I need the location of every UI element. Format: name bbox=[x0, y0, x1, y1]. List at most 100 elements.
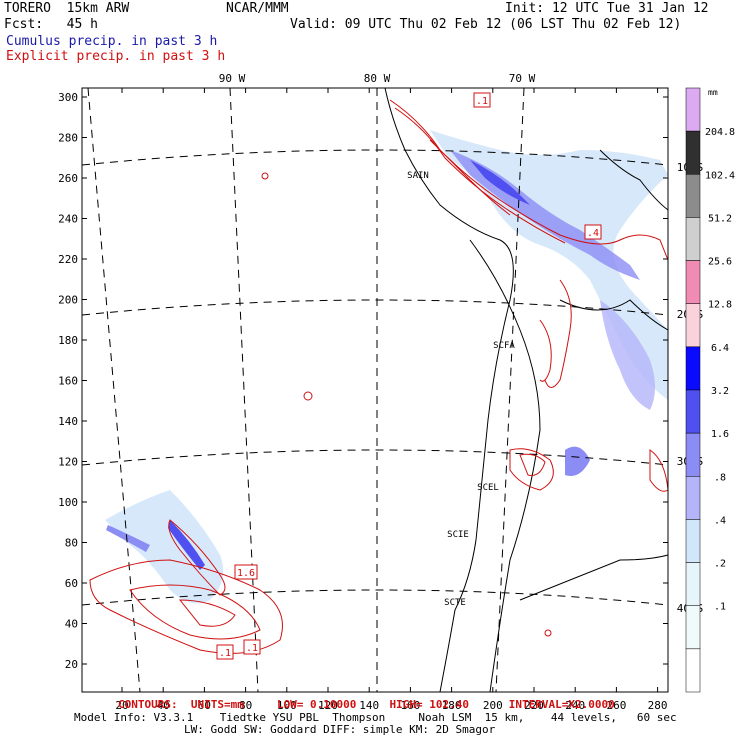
y-tick-label: 20 bbox=[65, 658, 78, 671]
x-tick-label: 60 bbox=[198, 699, 211, 712]
model-title: TORERO 15km ARW bbox=[4, 1, 130, 16]
contour-label: 1.6 bbox=[237, 568, 255, 579]
explicit-field-label: Explicit precip. in past 3 h bbox=[6, 49, 226, 64]
colorbar-swatch bbox=[685, 174, 701, 218]
contour-label-box bbox=[243, 639, 261, 655]
lat-line-40s bbox=[81, 589, 669, 606]
shade-sw bbox=[105, 490, 224, 604]
y-tick-label: 40 bbox=[65, 618, 78, 631]
contour-sw-3 bbox=[168, 519, 226, 596]
shade-north-deep bbox=[470, 160, 530, 205]
model-info: Model Info: V3.3.1 Tiedtke YSU PBL Thomp… bbox=[74, 711, 677, 724]
x-tick-label: 160 bbox=[400, 699, 420, 712]
colorbar-unit: mm bbox=[708, 88, 718, 97]
border-south bbox=[519, 554, 669, 601]
lon-label: 80 W bbox=[364, 72, 391, 85]
stations: SAIN SCFA SCEL SCIE SCTE bbox=[407, 171, 515, 608]
shade-sw-core bbox=[168, 520, 205, 570]
colorbar-swatch bbox=[685, 260, 701, 304]
colorbar-label: 204.8 bbox=[705, 127, 735, 138]
contour-label-box bbox=[473, 92, 491, 108]
colorbar-swatch bbox=[685, 605, 701, 650]
contour-label-box bbox=[216, 644, 234, 660]
shade-sw-west bbox=[106, 525, 150, 552]
org-label: NCAR/MMM bbox=[226, 1, 289, 16]
contour-labels: .1 .4 1.6 .1 .1 bbox=[216, 92, 602, 660]
colorbar-swatch bbox=[685, 389, 701, 434]
colorbar-swatch bbox=[685, 346, 701, 391]
y-tick-label: 260 bbox=[58, 172, 78, 185]
lon-line-90w bbox=[229, 87, 259, 693]
lon-line-70w bbox=[495, 87, 525, 693]
x-tick-label: 100 bbox=[277, 699, 297, 712]
colorbar-swatch bbox=[685, 562, 701, 606]
contour-sw-1 bbox=[89, 559, 283, 654]
contour-mid bbox=[509, 448, 554, 491]
contour-blob-3 bbox=[544, 629, 552, 637]
explicit-contours bbox=[89, 99, 669, 654]
coast-inland bbox=[469, 239, 541, 693]
lon-label: 90 W bbox=[219, 72, 246, 85]
contour-chain-2 bbox=[539, 319, 552, 382]
colorbar-swatch bbox=[685, 476, 701, 520]
x-tick-label: 260 bbox=[606, 699, 626, 712]
valid-time: Valid: 09 UTC Thu 02 Feb 12 (06 LST Thu … bbox=[290, 17, 682, 32]
coastline bbox=[384, 87, 669, 693]
y-tick-label: 200 bbox=[58, 294, 78, 307]
x-tick-label: 180 bbox=[442, 699, 462, 712]
coast-west bbox=[384, 87, 514, 693]
colorbar-label: .4 bbox=[714, 515, 726, 526]
colorbar-swatch bbox=[685, 432, 701, 477]
y-tick-label: 300 bbox=[58, 91, 78, 104]
contour-mid-2 bbox=[519, 453, 546, 476]
cumulus-shading bbox=[105, 130, 668, 604]
shade-mid bbox=[565, 446, 590, 476]
x-tick-label: 120 bbox=[318, 699, 338, 712]
border-ne bbox=[599, 149, 669, 211]
x-tick-label: 80 bbox=[239, 699, 252, 712]
contour-label: .1 bbox=[246, 643, 258, 654]
station-label: SCIE bbox=[447, 530, 469, 540]
y-tick-label: 220 bbox=[58, 253, 78, 266]
x-tick-label: 240 bbox=[565, 699, 585, 712]
contour-label: .1 bbox=[219, 648, 231, 659]
y-tick-label: 100 bbox=[58, 496, 78, 509]
colorbar-label: 12.8 bbox=[708, 300, 732, 311]
station-label: SCEL bbox=[477, 483, 499, 493]
lon-label: 70 W bbox=[509, 72, 536, 85]
lat-line-30s bbox=[81, 449, 669, 466]
contour-chain-1 bbox=[544, 279, 572, 388]
colorbar-swatch bbox=[685, 648, 701, 693]
border-east bbox=[559, 299, 669, 331]
y-tick-label: 120 bbox=[58, 456, 78, 469]
contour-sw-4 bbox=[178, 599, 236, 627]
colorbar: mm 204.8 102.4 51.2 25.6 12.8 6.4 3.2 1.6 .8 .4 .2.… bbox=[685, 87, 735, 693]
x-tick-label: 20 bbox=[115, 699, 128, 712]
x-tick-label: 280 bbox=[648, 699, 668, 712]
colorbar-swatch bbox=[685, 217, 701, 261]
y-tick-label: 280 bbox=[58, 132, 78, 145]
y-tick-label: 140 bbox=[58, 415, 78, 428]
physics-info: LW: Godd SW: Goddard DIFF: simple KM: 2D… bbox=[184, 723, 496, 736]
station-label: SCTE bbox=[444, 598, 466, 608]
y-tick-label: 240 bbox=[58, 213, 78, 226]
station-label: SCFA bbox=[493, 341, 515, 351]
colorbar-swatch bbox=[685, 87, 701, 132]
colorbar-label: .2 bbox=[714, 559, 726, 570]
init-time: Init: 12 UTC Tue 31 Jan 12 bbox=[505, 1, 709, 16]
colorbar-label: 6.4 bbox=[711, 343, 729, 354]
contour-blob-2 bbox=[261, 172, 269, 180]
contour-east bbox=[649, 449, 669, 492]
contour-sw-2 bbox=[129, 584, 261, 640]
colorbar-label: 25.6 bbox=[708, 257, 732, 268]
contour-label-box bbox=[584, 224, 602, 240]
colorbar-label: 1.6 bbox=[711, 429, 729, 440]
y-tick-label: 180 bbox=[58, 334, 78, 347]
colorbar-swatch bbox=[685, 519, 701, 563]
x-tick-label: 140 bbox=[359, 699, 379, 712]
contour-label: .1 bbox=[476, 96, 488, 107]
colorbar-label: .8 bbox=[714, 472, 726, 483]
colorbar-swatch bbox=[685, 303, 701, 348]
cumulus-field-label: Cumulus precip. in past 3 h bbox=[6, 34, 218, 49]
